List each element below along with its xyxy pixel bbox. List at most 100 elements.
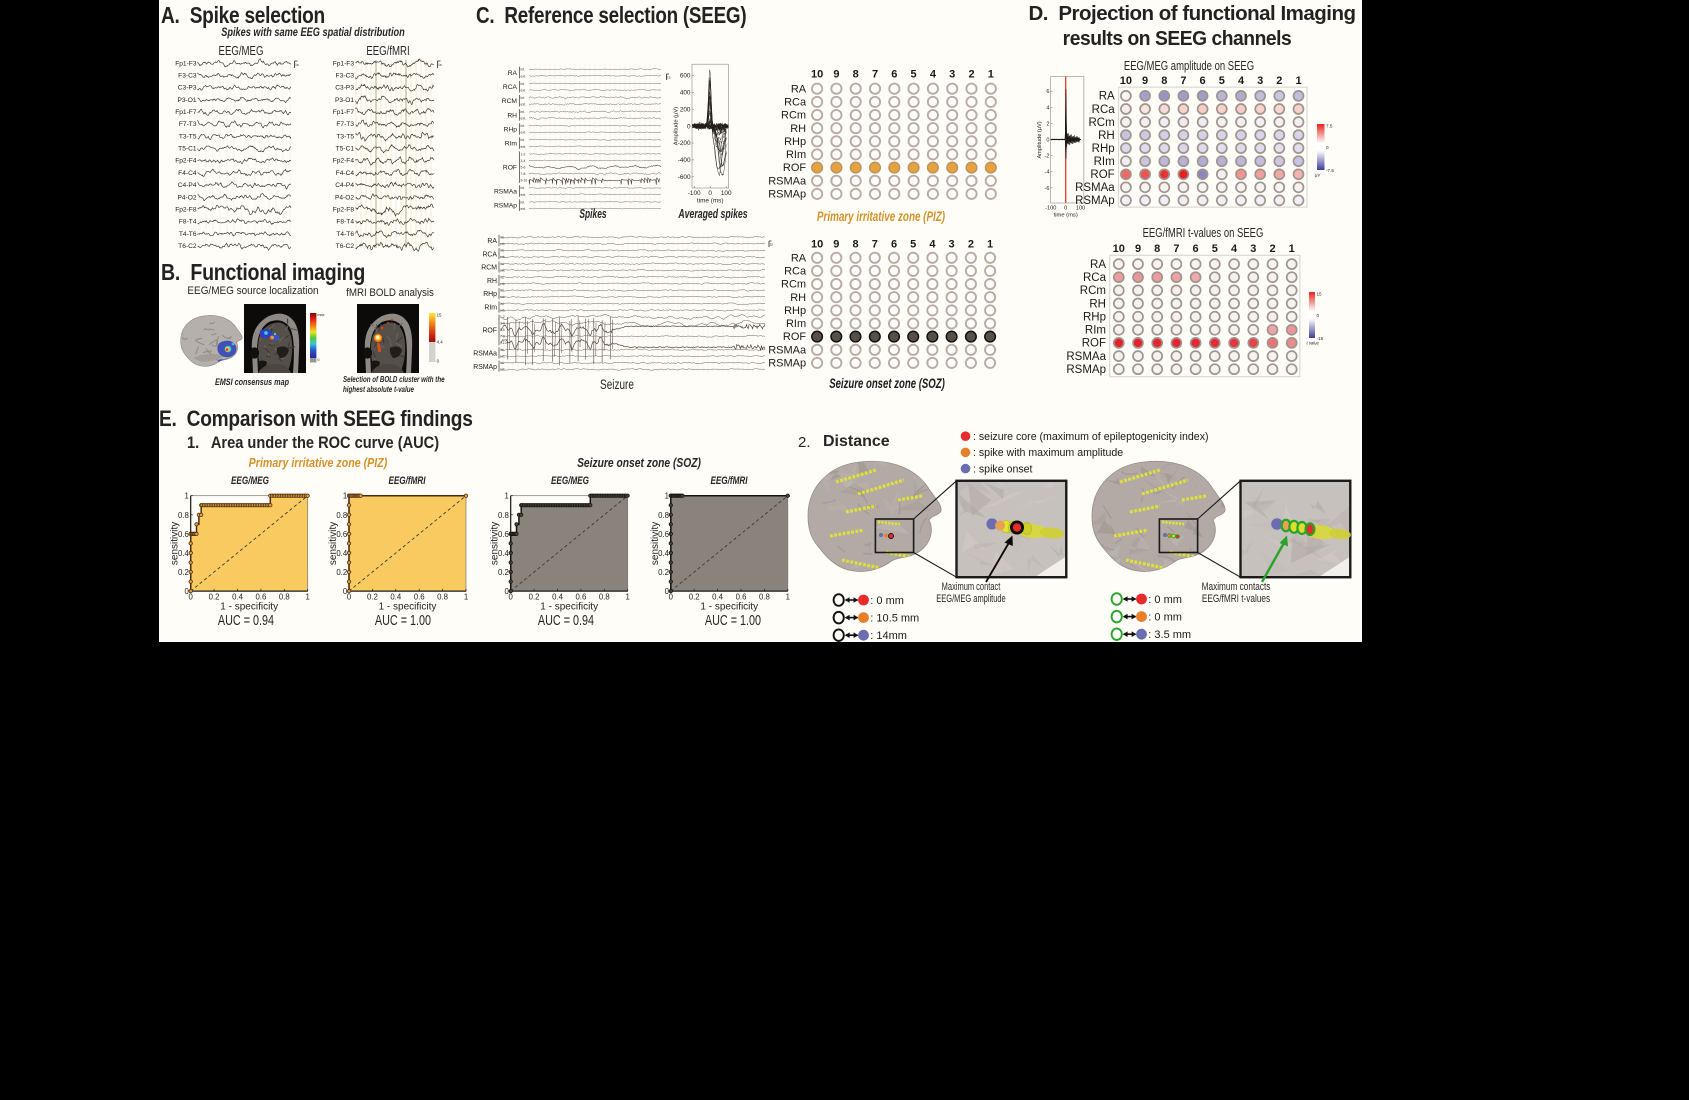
svg-text:0.4: 0.4 xyxy=(336,549,348,558)
svg-text:T3-T5: T3-T5 xyxy=(336,133,354,140)
svg-text:8: 8 xyxy=(853,69,859,81)
svg-text:C4-P4: C4-P4 xyxy=(335,182,354,189)
svg-text:Fp2-F4: Fp2-F4 xyxy=(333,158,355,165)
svg-text:0.2: 0.2 xyxy=(178,568,189,577)
svg-text:5: 5 xyxy=(910,239,916,251)
svg-text:: 14mm: : 14mm xyxy=(870,630,907,642)
svg-text:int.: int. xyxy=(521,110,526,114)
svg-text:F8-T4: F8-T4 xyxy=(179,219,197,226)
svg-text:sensitivity: sensitivity xyxy=(490,522,501,565)
svg-text:RIm: RIm xyxy=(505,141,518,148)
svg-text:9: 9 xyxy=(1135,243,1141,255)
svg-text:0.8: 0.8 xyxy=(279,593,290,602)
svg-text:F3-C3: F3-C3 xyxy=(336,73,355,80)
svg-text:1: 1 xyxy=(1289,243,1295,255)
svg-text:7: 7 xyxy=(872,239,878,251)
svg-text:RCa: RCa xyxy=(1083,272,1107,284)
svg-text:Fp1-F7: Fp1-F7 xyxy=(175,109,197,116)
svg-text:8: 8 xyxy=(852,239,858,251)
svg-text:9: 9 xyxy=(833,69,839,81)
svg-text:RIm: RIm xyxy=(484,305,497,312)
svg-text:0.2: 0.2 xyxy=(529,593,540,602)
svg-text:µV: µV xyxy=(1315,173,1321,178)
svg-text:RA: RA xyxy=(508,70,518,77)
svg-text:RHp: RHp xyxy=(483,291,497,298)
svg-text:7: 7 xyxy=(1173,243,1179,255)
svg-text:6: 6 xyxy=(1200,75,1206,87)
svg-text:RSMAa: RSMAa xyxy=(1066,351,1106,363)
svg-text:6: 6 xyxy=(891,239,897,251)
svg-text:4: 4 xyxy=(1238,75,1245,87)
svg-text:9: 9 xyxy=(833,239,839,251)
svg-text:-200: -200 xyxy=(678,140,691,147)
svg-text:RIm: RIm xyxy=(786,149,806,161)
svg-text:RCM: RCM xyxy=(481,265,497,272)
svg-text:0: 0 xyxy=(347,593,352,602)
svg-text:P3-O1: P3-O1 xyxy=(335,97,354,104)
svg-text:0.6: 0.6 xyxy=(414,593,425,602)
svg-text:RIm: RIm xyxy=(786,318,806,330)
svg-text:9-10: 9-10 xyxy=(521,179,528,183)
svg-text:P3-O1: P3-O1 xyxy=(177,97,196,104)
svg-text:4.4: 4.4 xyxy=(437,340,444,345)
svg-text:ext.: ext. xyxy=(521,207,527,211)
svg-text:int.: int. xyxy=(500,262,504,266)
svg-text:T3-T5: T3-T5 xyxy=(179,133,197,140)
svg-text:ROF: ROF xyxy=(482,328,497,335)
svg-text:RHp: RHp xyxy=(784,305,806,317)
svg-text:0: 0 xyxy=(189,593,194,602)
svg-text:P4-O2: P4-O2 xyxy=(335,194,354,201)
svg-text:1: 1 xyxy=(786,593,790,602)
svg-text:4: 4 xyxy=(1231,243,1238,255)
svg-text:4: 4 xyxy=(929,239,936,251)
svg-text:0.6: 0.6 xyxy=(255,593,266,602)
svg-text:: seizure core (maximum of epi: : seizure core (maximum of epileptogenic… xyxy=(973,431,1209,443)
svg-text:0.8: 0.8 xyxy=(658,511,669,520)
svg-text:3: 3 xyxy=(949,239,955,251)
svg-text:RCA: RCA xyxy=(482,251,497,258)
svg-text:1 - specificity: 1 - specificity xyxy=(220,602,278,613)
svg-text:: 3.5 mm: : 3.5 mm xyxy=(1148,629,1191,641)
svg-text:: 0 mm: : 0 mm xyxy=(1148,612,1182,624)
svg-text:ext.: ext. xyxy=(500,368,505,372)
svg-text:5: 5 xyxy=(1212,243,1218,255)
svg-text:0.2: 0.2 xyxy=(336,568,347,577)
svg-text:1: 1 xyxy=(665,492,669,501)
svg-text:int.: int. xyxy=(521,96,526,100)
svg-text:5: 5 xyxy=(1219,75,1225,87)
svg-text:0: 0 xyxy=(343,587,348,596)
svg-text:RSMAp: RSMAp xyxy=(768,358,806,370)
svg-text:ROF: ROF xyxy=(503,165,517,172)
svg-text:0.8: 0.8 xyxy=(498,511,509,520)
svg-text:0: 0 xyxy=(1046,138,1049,144)
svg-text:T4-T6: T4-T6 xyxy=(336,231,354,238)
svg-text:2: 2 xyxy=(1269,243,1275,255)
svg-text:RHp: RHp xyxy=(1092,143,1115,155)
svg-text:0.6: 0.6 xyxy=(575,593,586,602)
svg-text:RSMAp: RSMAp xyxy=(473,364,497,371)
svg-text:Fp1-F3: Fp1-F3 xyxy=(333,60,355,67)
svg-text:Amplitude (µV): Amplitude (µV) xyxy=(1037,121,1043,158)
svg-text:1: 1 xyxy=(306,593,310,602)
svg-text:0.6: 0.6 xyxy=(658,530,669,539)
svg-text:int.: int. xyxy=(521,200,526,204)
svg-text:Fp2-F4: Fp2-F4 xyxy=(175,158,197,165)
svg-text:int.: int. xyxy=(521,138,526,142)
svg-text:RCm: RCm xyxy=(781,279,806,291)
svg-text:0: 0 xyxy=(687,123,691,130)
svg-text:sensitivity: sensitivity xyxy=(328,522,339,565)
svg-text:-100: -100 xyxy=(1045,206,1056,212)
svg-text:2: 2 xyxy=(1046,121,1049,127)
svg-text:7.5: 7.5 xyxy=(1326,124,1333,129)
svg-text:1: 1 xyxy=(343,492,347,501)
svg-text:RIm: RIm xyxy=(1094,156,1115,168)
svg-text:1 - specificity: 1 - specificity xyxy=(379,602,437,613)
svg-text:ext.: ext. xyxy=(521,145,527,149)
svg-text:Amplitude (µV): Amplitude (µV) xyxy=(674,107,680,146)
svg-text:RCm: RCm xyxy=(781,110,806,122)
svg-text:: spike onset: : spike onset xyxy=(973,463,1033,475)
svg-text:0.4: 0.4 xyxy=(498,549,510,558)
svg-text:Fp2-F8: Fp2-F8 xyxy=(333,207,355,214)
svg-text:RIm: RIm xyxy=(1085,325,1106,337)
svg-text:0.2: 0.2 xyxy=(498,568,509,577)
